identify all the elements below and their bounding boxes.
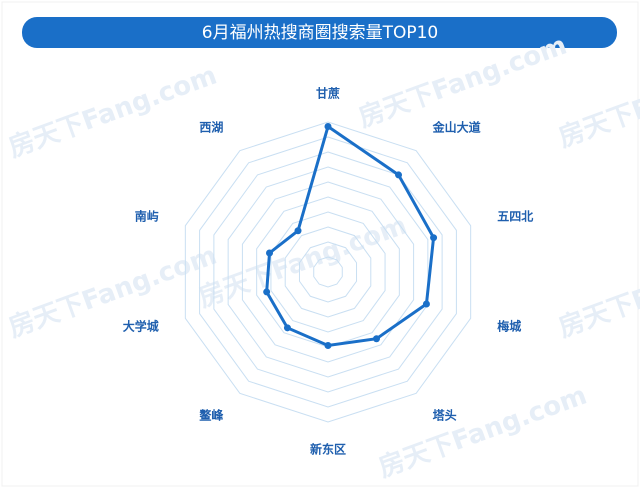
- category-label: 塔头: [433, 408, 457, 423]
- data-point: [430, 234, 438, 242]
- data-point: [263, 288, 271, 296]
- data-point: [294, 227, 302, 235]
- category-label: 梅城: [497, 319, 521, 334]
- grid-ring: [241, 181, 415, 363]
- grid-ring: [184, 121, 472, 423]
- title-bar: [22, 17, 617, 48]
- category-label: 鳌峰: [199, 408, 224, 423]
- data-point: [283, 324, 291, 332]
- data-point: [422, 300, 430, 308]
- grid-ring: [227, 166, 429, 378]
- category-label: 金山大道: [432, 119, 481, 134]
- data-point: [324, 342, 332, 349]
- grid-ring: [313, 256, 343, 288]
- data-point: [324, 123, 332, 130]
- category-label: 甘蔗: [316, 86, 340, 101]
- category-label: 五四北: [497, 208, 533, 223]
- category-label: 南屿: [135, 208, 159, 223]
- data-point: [266, 249, 274, 257]
- grid-ring: [199, 136, 457, 408]
- category-label: 大学城: [123, 319, 159, 334]
- data-point: [395, 171, 403, 179]
- chart-title: 6月福州热搜商圈搜索量TOP10: [202, 23, 438, 43]
- category-label: 新东区: [310, 442, 346, 457]
- grid-ring: [298, 241, 358, 303]
- grid-ring: [213, 151, 443, 393]
- grid-ring: [270, 211, 386, 333]
- data-point: [372, 335, 380, 343]
- category-label: 西湖: [199, 119, 223, 134]
- grid-ring: [284, 226, 372, 318]
